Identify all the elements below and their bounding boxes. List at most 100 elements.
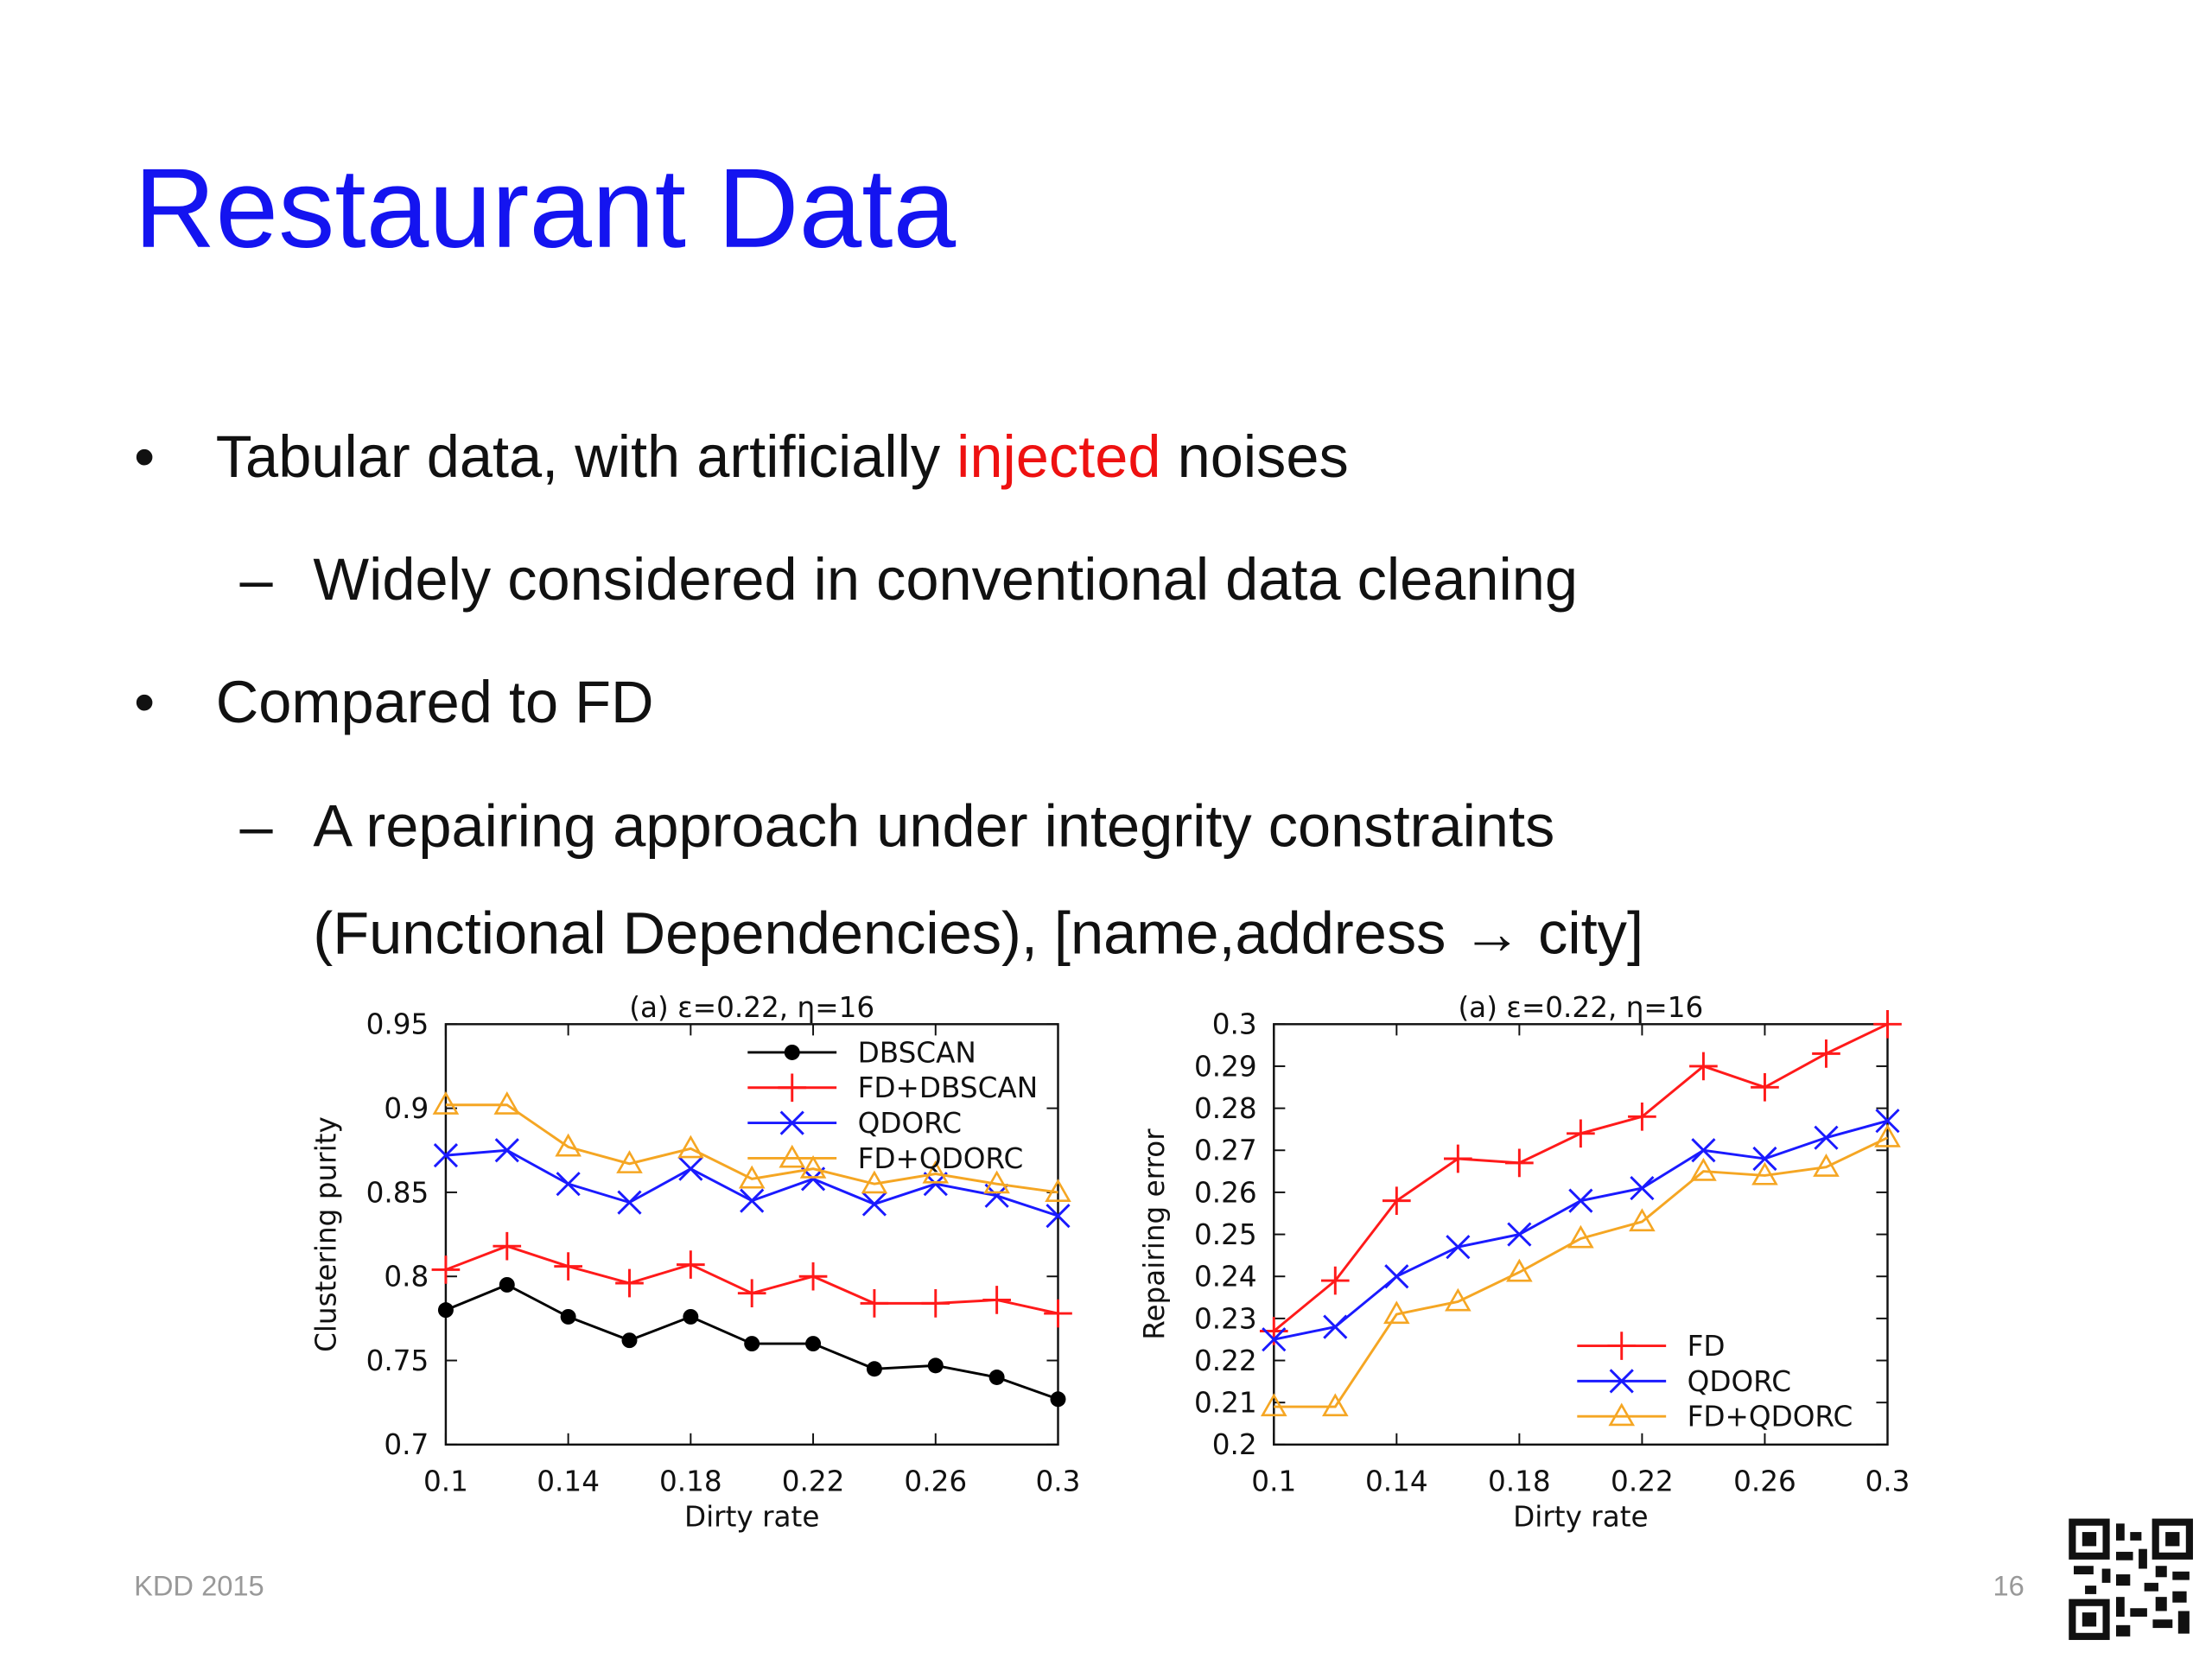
point — [798, 1262, 828, 1291]
y-tick-label: 0.27 — [1194, 1135, 1257, 1167]
series-line — [445, 1103, 1058, 1194]
point — [1873, 1009, 1902, 1039]
point — [499, 1276, 515, 1293]
legend-marker — [1607, 1332, 1637, 1360]
y-tick-label: 0.9 — [384, 1092, 429, 1125]
y-tick-label: 0.95 — [366, 1008, 429, 1041]
point — [988, 1370, 1005, 1385]
point — [1752, 1146, 1777, 1172]
point — [433, 1143, 459, 1168]
legend-label: FD — [1688, 1330, 1726, 1363]
text-run: Tabular data, with artificially — [216, 423, 957, 490]
sub-bullet-text: (Functional Dependencies), [name,address… — [313, 900, 1643, 967]
point — [1444, 1144, 1472, 1173]
point — [1874, 1123, 1901, 1147]
point — [1691, 1138, 1716, 1163]
qr-code — [2069, 1518, 2193, 1640]
y-axis-label: Clustering purity — [310, 1116, 343, 1352]
point — [1262, 1327, 1287, 1352]
point — [1568, 1188, 1593, 1213]
point — [1050, 1391, 1066, 1408]
legend-marker — [778, 1073, 807, 1103]
bullet-dot: • — [134, 669, 155, 735]
point — [617, 1190, 642, 1215]
chart-title: (a) ε=0.22, η=16 — [1458, 991, 1703, 1024]
point — [431, 1255, 461, 1284]
bullet-text: Tabular data, with artificially injected… — [216, 423, 1349, 490]
legend-marker — [784, 1044, 800, 1060]
point — [927, 1357, 944, 1374]
y-tick-label: 0.25 — [1194, 1218, 1257, 1251]
x-tick-label: 0.18 — [1488, 1465, 1551, 1498]
point — [1044, 1299, 1072, 1328]
y-tick-label: 0.85 — [366, 1176, 429, 1209]
point — [921, 1289, 950, 1318]
point — [1046, 1204, 1071, 1229]
y-tick-label: 0.21 — [1194, 1387, 1257, 1420]
point — [677, 1250, 705, 1279]
legend-marker — [1608, 1402, 1636, 1427]
point — [1321, 1393, 1349, 1417]
point — [437, 1302, 454, 1319]
point — [1567, 1119, 1595, 1148]
point — [556, 1172, 581, 1197]
point — [744, 1336, 760, 1352]
sub-bullet-dash: – — [240, 546, 274, 613]
point — [560, 1308, 576, 1325]
page-number: 16 — [1993, 1570, 2024, 1602]
sub-bullet-text: Widely considered in conventional data c… — [313, 546, 1578, 613]
y-tick-label: 0.28 — [1194, 1092, 1257, 1125]
x-tick-label: 0.22 — [1611, 1465, 1674, 1498]
x-tick-label: 0.1 — [423, 1465, 468, 1498]
x-tick-label: 0.3 — [1036, 1465, 1081, 1498]
chart: 0.2 0.21 0.22 0.23 0.24 0.25 0.26 0.27 0.28 0.29 0… — [1138, 991, 1910, 1533]
point — [1384, 1264, 1409, 1289]
slide-title: Restaurant Data — [134, 145, 956, 271]
bullet-text: Compared to FD — [216, 669, 654, 735]
point — [866, 1361, 882, 1377]
y-tick-label: 0.2 — [1212, 1428, 1257, 1461]
point — [615, 1268, 644, 1298]
point — [432, 1091, 460, 1115]
point — [1689, 1052, 1718, 1081]
y-tick-label: 0.24 — [1194, 1261, 1257, 1294]
legend-label: FD+DBSCAN — [858, 1071, 1038, 1104]
legend-marker — [1609, 1369, 1634, 1394]
point — [1045, 1179, 1071, 1203]
point — [982, 1286, 1011, 1314]
point — [1382, 1186, 1411, 1215]
y-tick-label: 0.75 — [366, 1344, 429, 1377]
x-tick-label: 0.22 — [782, 1465, 845, 1498]
x-tick-label: 0.1 — [1251, 1465, 1296, 1498]
y-tick-label: 0.7 — [384, 1428, 429, 1461]
y-tick-label: 0.3 — [1212, 1008, 1257, 1041]
point — [1323, 1314, 1348, 1339]
legend-marker — [779, 1144, 806, 1168]
x-axis-label: Dirty rate — [1513, 1501, 1648, 1534]
point — [1506, 1258, 1533, 1282]
y-tick-label: 0.29 — [1194, 1050, 1257, 1083]
point — [1320, 1266, 1350, 1295]
chart: 0.7 0.75 0.8 0.85 0.9 0.95 0.1 0.14 0.18 0.22 0.26… — [310, 991, 1081, 1533]
point — [1445, 1287, 1471, 1312]
plot-frame — [444, 1023, 1059, 1446]
point — [677, 1135, 704, 1159]
point — [1875, 1109, 1900, 1134]
point — [555, 1133, 582, 1157]
bullet-dot: • — [134, 423, 155, 490]
legend-marker — [779, 1110, 804, 1135]
point — [493, 1231, 522, 1261]
point — [493, 1091, 521, 1115]
point — [737, 1279, 766, 1308]
point — [1690, 1157, 1717, 1181]
point — [678, 1156, 703, 1181]
point — [860, 1289, 889, 1318]
text-run: noises — [1161, 423, 1349, 490]
legend-label: QDORC — [858, 1107, 962, 1140]
x-tick-label: 0.26 — [904, 1465, 967, 1498]
point — [494, 1138, 519, 1163]
legend-label: QDORC — [1688, 1365, 1791, 1398]
point — [922, 1160, 950, 1184]
